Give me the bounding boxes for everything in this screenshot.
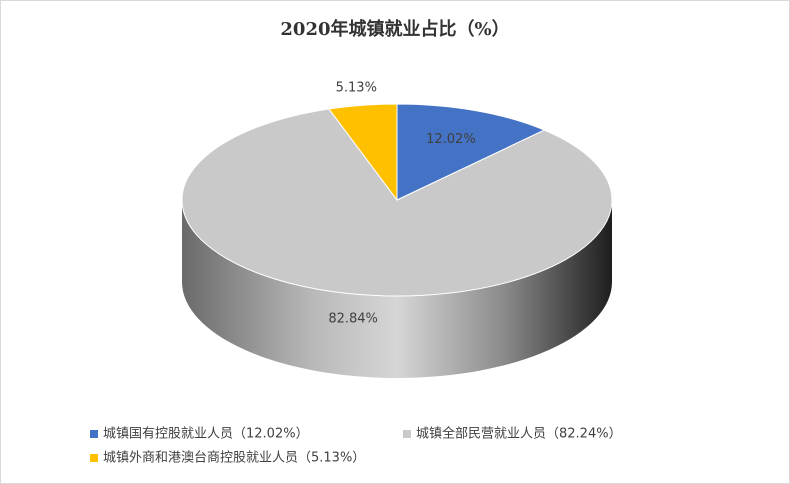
pie-tops <box>181 103 613 297</box>
data-label: 82.84% <box>328 312 378 327</box>
legend-marker <box>90 454 98 462</box>
legend-marker <box>90 430 98 438</box>
pie-slice <box>181 108 613 297</box>
pie-slice <box>396 103 546 201</box>
pie-slice <box>327 103 398 202</box>
legend-label: 城镇全部民营就业人员（82.24%） <box>416 426 622 442</box>
legend: 城镇国有控股就业人员（12.02%） 城镇全部民营就业人员（82.24%） 城镇外商… <box>90 426 622 466</box>
pie-sides <box>182 200 612 378</box>
legend-marker <box>403 430 411 438</box>
slice-side <box>182 200 612 378</box>
data-labels: 12.02% 82.84% 5.13% <box>328 81 475 327</box>
legend-label: 城镇外商和港澳台商控股就业人员（5.13%） <box>103 450 365 466</box>
data-label: 12.02% <box>426 132 476 147</box>
chart-title: 2020年城镇就业占比（%） <box>280 18 509 40</box>
legend-label: 城镇国有控股就业人员（12.02%） <box>103 427 309 442</box>
data-label: 5.13% <box>336 81 377 96</box>
